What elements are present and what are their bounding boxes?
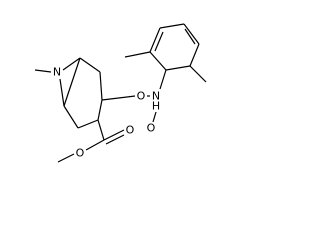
bond [159,69,167,90]
bond [124,51,151,58]
bond [97,119,105,141]
bond [57,153,75,163]
bond [165,65,191,71]
atom-label: O [76,147,85,160]
bond [77,119,99,129]
bond [159,23,185,29]
atom-label: N [152,90,160,103]
atom-label: O [137,90,146,103]
bond [59,78,65,107]
bond [149,27,161,53]
bond [189,43,200,67]
bond [34,69,52,73]
bond [189,65,207,83]
bond [62,57,81,71]
bond [103,129,125,141]
bond [149,51,167,71]
bond [85,139,105,151]
atom-label: O [147,122,156,135]
bond [152,111,157,123]
bond [99,71,103,101]
bonds [34,23,207,163]
bond [97,99,103,121]
bond [101,95,136,101]
bond [154,31,164,52]
atom-label: N [53,66,61,79]
bond [63,105,79,129]
bond [184,28,196,45]
bond [79,57,101,73]
atom-label: O [126,124,135,137]
structure-diagram: N O N H O O O [34,23,207,163]
atom-label: H [152,100,160,113]
bond [183,23,200,45]
bond [105,134,125,145]
bond [63,57,81,107]
